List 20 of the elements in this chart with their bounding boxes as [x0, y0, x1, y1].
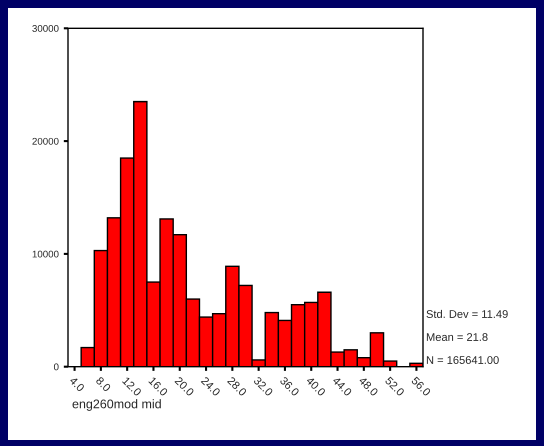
x-axis-title: eng260mod mid: [72, 399, 161, 411]
x-tick-label: 28.0: [226, 376, 248, 396]
y-tick-label: 10000: [32, 250, 59, 258]
x-tick-label: 4.0: [68, 376, 85, 392]
text: Mean = 21.8: [426, 333, 488, 341]
y-tick-label: 20000: [32, 138, 59, 145]
x-tick-label: 44.0: [332, 376, 352, 396]
x-tick-label: 24.0: [200, 376, 221, 396]
text: Std. Dev = 11.49: [426, 310, 508, 318]
x-tick-label: 16.0: [148, 376, 168, 396]
x-tick-label: 20.0: [174, 376, 195, 396]
x-tick-label: 48.0: [358, 376, 379, 396]
x-tick-label: 8.0: [95, 376, 112, 392]
y-tick-label: 0: [54, 363, 59, 370]
x-tick-label: 32.0: [253, 376, 274, 396]
y-tick-label: 30000: [32, 25, 59, 32]
x-tick-label: 40.0: [306, 376, 326, 396]
x-tick-label: 12.0: [122, 376, 142, 396]
x-tick-label: 36.0: [279, 376, 300, 396]
text: N = 165641.00: [426, 356, 499, 364]
